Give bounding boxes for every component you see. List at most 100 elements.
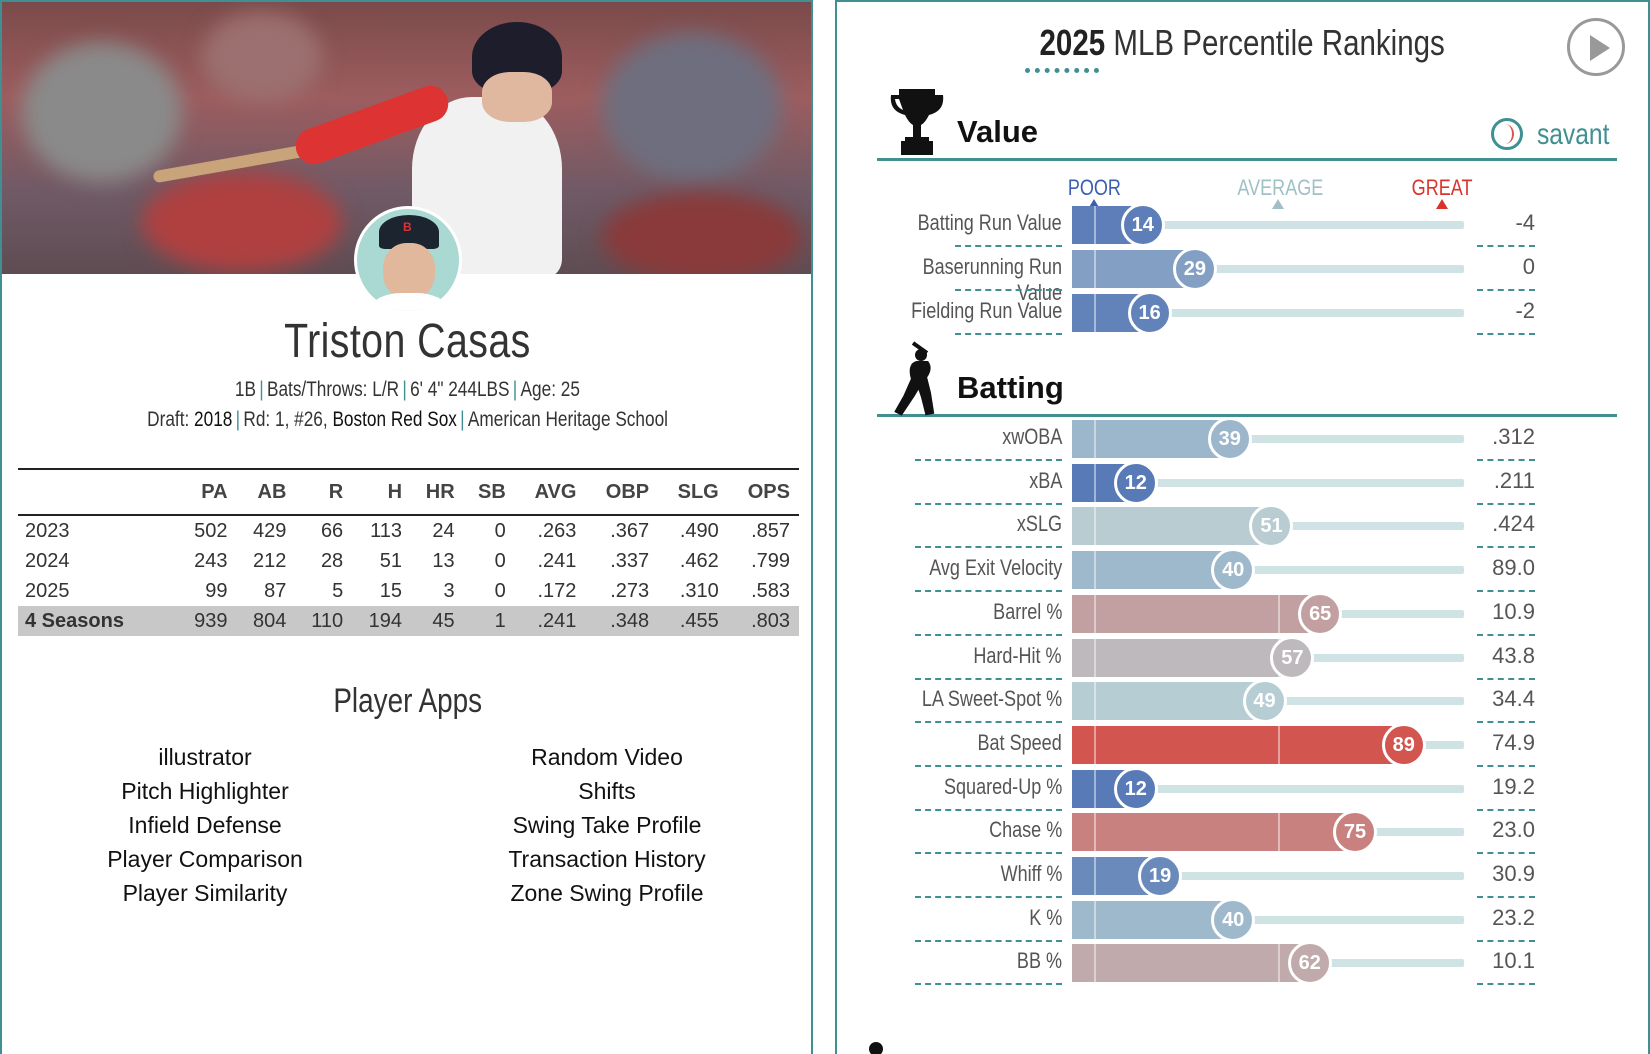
percentile-circle[interactable]: 75 [1333,810,1377,855]
stats-cell: .367 [610,519,650,542]
stats-header-r: R [295,468,353,516]
player-app-link[interactable]: Player Similarity [122,880,288,906]
player-app-link[interactable]: Random Video [531,744,683,770]
metric-label-text: xSLG [1016,511,1062,537]
percentile-track [1072,915,1464,924]
section-title: Batting [957,370,1064,405]
percentile-rankings-card: 2025 MLB Percentile Rankings POOR AVERAGE… [835,0,1650,1054]
stats-cell: .172 [537,579,577,602]
title-underline [1025,68,1099,73]
metric-label: Hard-Hit % [837,643,1062,669]
player-app-link[interactable]: Pitch Highlighter [121,778,289,804]
stats-total-cell: 45 [411,606,464,636]
metric-label: LA Sweet-Spot % [837,686,1062,712]
metric-label-text: Fielding Run Value [910,298,1062,323]
percentile-circle[interactable]: 12 [1113,766,1158,811]
player-app-link[interactable]: Shifts [578,778,636,804]
row-divider [915,546,1062,549]
player-apps-title: Player Apps [333,682,482,720]
percentile-circle[interactable]: 49 [1242,679,1287,724]
player-bio-line: 1B | Bats/Throws: L/R | 6' 4" 244LBS | Age: 25 [234,378,581,401]
stats-total-cell: 110 [295,606,353,636]
row-divider-right [1477,546,1535,549]
player-app-link[interactable]: Player Comparison [107,846,303,872]
bar-gridline [1094,294,1096,332]
metric-value: 10.1 [1492,948,1535,974]
stats-cell: .337 [610,549,650,572]
play-icon[interactable] [1567,18,1625,76]
bar-gridline [1278,594,1280,633]
bar-gridline [1094,594,1096,633]
stats-cell: 429 [253,519,287,542]
career-stats-table: PA AB R H HR SB AVG OBP SLG OPS 2023 502 429 66 113 24… [18,468,799,636]
percentile-circle[interactable]: 51 [1249,504,1294,549]
metric-value: 89.0 [1492,555,1535,581]
stats-cell: 5 [332,579,344,602]
percentile-circle[interactable]: 14 [1120,203,1165,247]
percentile-circle[interactable]: 39 [1207,417,1252,461]
metric-label-text: Hard-Hit % [973,642,1062,668]
percentile-circle[interactable]: 29 [1172,247,1217,291]
stats-header-obp: OBP [585,468,659,516]
bar-gridline [1094,638,1096,677]
percentile-bar [1072,813,1355,852]
row-divider [915,502,1062,505]
stats-header-sb: SB [463,468,515,516]
bar-gridline [1094,507,1096,546]
stats-cell: .241 [537,549,577,572]
player-apps-left-column: illustrator Pitch Highlighter Infield Defe… [5,740,405,910]
stats-cell: 3 [443,579,455,602]
trophy-icon [890,89,944,155]
percentile-circle[interactable]: 40 [1211,897,1256,942]
percentile-bar [1072,507,1272,546]
percentile-circle[interactable]: 62 [1287,941,1332,986]
bar-gridline [1094,420,1096,458]
player-app-link[interactable]: illustrator [158,744,252,770]
stats-cell: .799 [751,549,790,572]
metric-label-text: Chase % [988,817,1062,843]
metric-label-text: Barrel % [992,598,1062,624]
stats-cell: 51 [379,549,403,572]
player-app-link[interactable]: Swing Take Profile [512,812,702,838]
player-name: Triston Casas [284,315,531,368]
row-divider-right [1477,459,1535,461]
percentile-circle[interactable]: 16 [1127,291,1172,335]
percentile-circle[interactable]: 89 [1381,722,1426,767]
stats-cell: .310 [679,579,719,602]
metric-value: 30.9 [1492,861,1535,886]
percentile-track [1072,265,1464,273]
percentile-circle[interactable]: 19 [1138,854,1183,898]
player-hero-photo [2,2,811,274]
metric-label-text: Squared-Up % [943,773,1062,799]
row-divider [955,289,1062,291]
stats-cell: 2023 [25,519,70,542]
row-divider-right [1477,502,1535,505]
row-divider [915,896,1062,898]
stats-cell: 24 [432,519,455,542]
player-app-link[interactable]: Transaction History [508,846,706,872]
metric-label-text: Avg Exit Velocity [928,555,1062,581]
scale-marker-poor [1088,199,1100,209]
row-divider-right [1477,764,1535,767]
section-title: Value [957,114,1038,149]
percentile-circle[interactable]: 12 [1113,460,1158,505]
bar-gridline [1278,725,1280,764]
stats-cell: 2024 [25,549,70,572]
scale-marker-great [1436,199,1448,209]
metric-label: Bat Speed [837,730,1062,756]
draft-team-link[interactable]: Boston Red Sox [332,408,457,431]
row-divider [915,721,1062,724]
draft-year-link[interactable]: 2018 [193,408,233,431]
player-app-link[interactable]: Infield Defense [128,812,282,838]
player-app-link[interactable]: Zone Swing Profile [510,880,704,906]
percentile-circle[interactable]: 40 [1211,548,1256,593]
row-divider [915,939,1062,942]
stats-total-cell: 939 [177,606,237,636]
row-divider [915,852,1062,855]
percentile-track [1072,872,1464,880]
stats-header-slg: SLG [658,468,728,516]
savant-logo[interactable]: savant [1490,118,1617,152]
percentile-circle[interactable]: 65 [1298,591,1343,636]
rankings-title-text: MLB Percentile Rankings [1113,22,1446,63]
percentile-circle[interactable]: 57 [1270,635,1315,680]
